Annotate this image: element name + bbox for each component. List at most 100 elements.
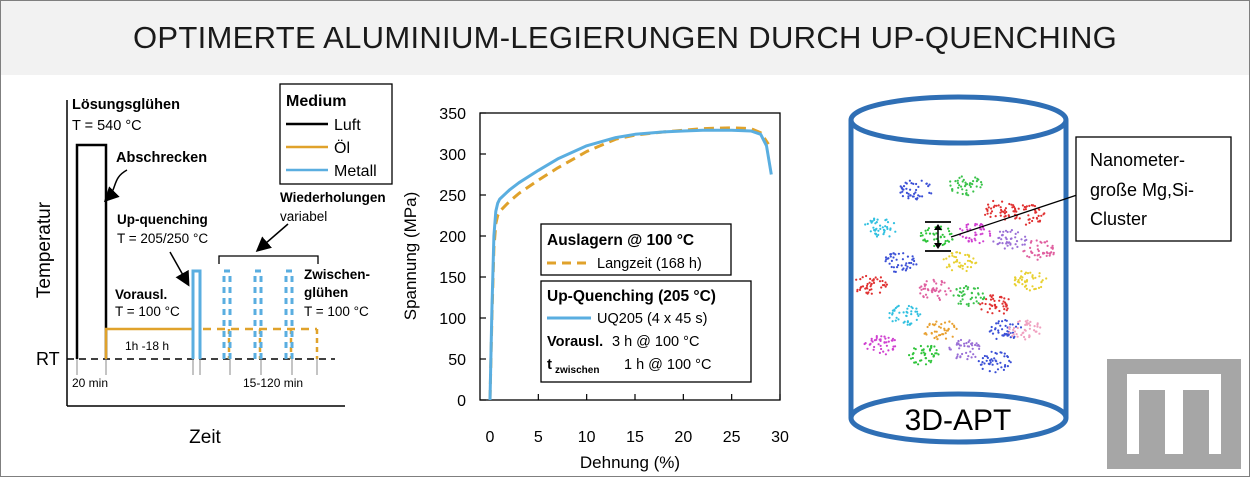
- apt-atom: [1012, 204, 1015, 207]
- apt-atom: [923, 238, 926, 241]
- apt-atom: [959, 338, 963, 342]
- rt-label: RT: [36, 349, 60, 369]
- apt-atom: [968, 255, 971, 258]
- apt-atom: [1023, 205, 1026, 209]
- apt-atom: [938, 298, 942, 301]
- apt-atom: [871, 279, 874, 282]
- apt-atom: [932, 232, 935, 235]
- apt-atom: [1011, 334, 1014, 338]
- apt-atom: [870, 221, 873, 224]
- apt-atom: [902, 252, 905, 255]
- time-20min: 20 min: [72, 376, 108, 390]
- callout-line-1: Nanometer-: [1090, 150, 1185, 170]
- apt-atom: [1037, 253, 1041, 256]
- apt-atom: [888, 312, 891, 315]
- apt-atom: [963, 342, 966, 345]
- y-tick-label: 0: [457, 393, 466, 410]
- apt-atom: [865, 274, 868, 278]
- apt-atom: [938, 297, 941, 300]
- apt-atom: [970, 296, 974, 299]
- apt-atom: [1008, 331, 1011, 334]
- apt-atom: [979, 363, 983, 366]
- apt-atom: [978, 224, 982, 227]
- apt-atom: [1032, 216, 1035, 219]
- apt-atom: [929, 361, 932, 364]
- apt-atom: [861, 276, 864, 279]
- apt-atom: [892, 252, 895, 255]
- apt-atom: [999, 211, 1002, 214]
- apt-atom: [961, 294, 964, 298]
- apt-atom: [1010, 229, 1014, 232]
- apt-atom: [878, 291, 882, 294]
- apt-atom: [949, 348, 952, 351]
- x-tick-label: 0: [486, 429, 495, 446]
- apt-atom: [894, 319, 897, 322]
- apt-atom: [965, 189, 968, 192]
- loesung-title: Lösungsglühen: [72, 97, 180, 113]
- apt-atom: [935, 232, 938, 235]
- apt-atom: [859, 278, 862, 281]
- apt-atom: [984, 302, 987, 306]
- apt-atom: [864, 287, 867, 290]
- apt-atom: [927, 185, 930, 188]
- apt-atom: [884, 337, 887, 340]
- legend-tzw-t: t: [547, 356, 552, 373]
- apt-atom: [962, 286, 966, 290]
- legend-tzw-sub: zwischen: [555, 365, 599, 376]
- apt-atom: [882, 233, 885, 236]
- process-schematic: Temperatur Zeit RT Lösungsglühen T = 5: [34, 83, 393, 448]
- institute-logo: [1107, 359, 1241, 469]
- apt-atom: [873, 217, 876, 220]
- apt-atom: [965, 183, 969, 186]
- apt-atom: [990, 350, 993, 353]
- apt-atom: [960, 175, 963, 178]
- apt-atom: [873, 345, 876, 349]
- apt-atom: [980, 223, 983, 226]
- apt-atom: [971, 347, 974, 350]
- apt-atom: [1004, 236, 1007, 239]
- apt-atom: [905, 267, 908, 270]
- apt-atom: [963, 293, 966, 296]
- apt-atom: [1003, 209, 1007, 212]
- apt-atom: [1022, 250, 1025, 253]
- series-line-uq205: [488, 128, 773, 401]
- apt-atom: [984, 213, 987, 216]
- apt-atom: [945, 293, 948, 296]
- y-tick-label: 350: [439, 106, 466, 123]
- apt-atom: [999, 206, 1002, 209]
- apt-atom: [902, 185, 906, 188]
- apt-atom: [939, 236, 942, 239]
- apt-atom: [1045, 277, 1048, 280]
- apt-atom: [1030, 240, 1033, 243]
- apt-atom: [993, 303, 996, 307]
- apt-atom: [974, 343, 977, 347]
- apt-atom: [874, 232, 877, 235]
- apt-atom: [972, 302, 975, 305]
- voraus-time: 1h -18 h: [125, 339, 169, 353]
- apt-atom: [1020, 270, 1023, 273]
- chart-lines: [488, 126, 773, 401]
- apt-atom: [1038, 272, 1041, 275]
- apt-atom: [1025, 287, 1028, 290]
- apt-atom: [877, 343, 880, 346]
- apt-atom: [935, 237, 938, 240]
- apt-atom: [891, 337, 895, 340]
- apt-atom: [885, 283, 889, 286]
- apt-atom: [906, 323, 909, 326]
- apt-atom: [917, 314, 920, 317]
- apt-atom: [1016, 231, 1020, 234]
- apt-atom: [1021, 283, 1024, 286]
- apt-atom: [887, 349, 890, 352]
- apt-atom: [980, 228, 983, 231]
- apt-atom: [955, 357, 958, 360]
- apt-atom: [880, 335, 883, 338]
- apt-atom: [894, 270, 897, 273]
- x-tick-label: 30: [771, 429, 789, 446]
- apt-atom: [917, 194, 920, 197]
- apt-atom: [1017, 207, 1020, 210]
- apt-atom: [1039, 256, 1042, 259]
- apt-atom: [951, 335, 954, 338]
- apt-atom: [1016, 245, 1019, 248]
- apt-atom: [877, 233, 880, 236]
- apt-atom: [884, 285, 887, 288]
